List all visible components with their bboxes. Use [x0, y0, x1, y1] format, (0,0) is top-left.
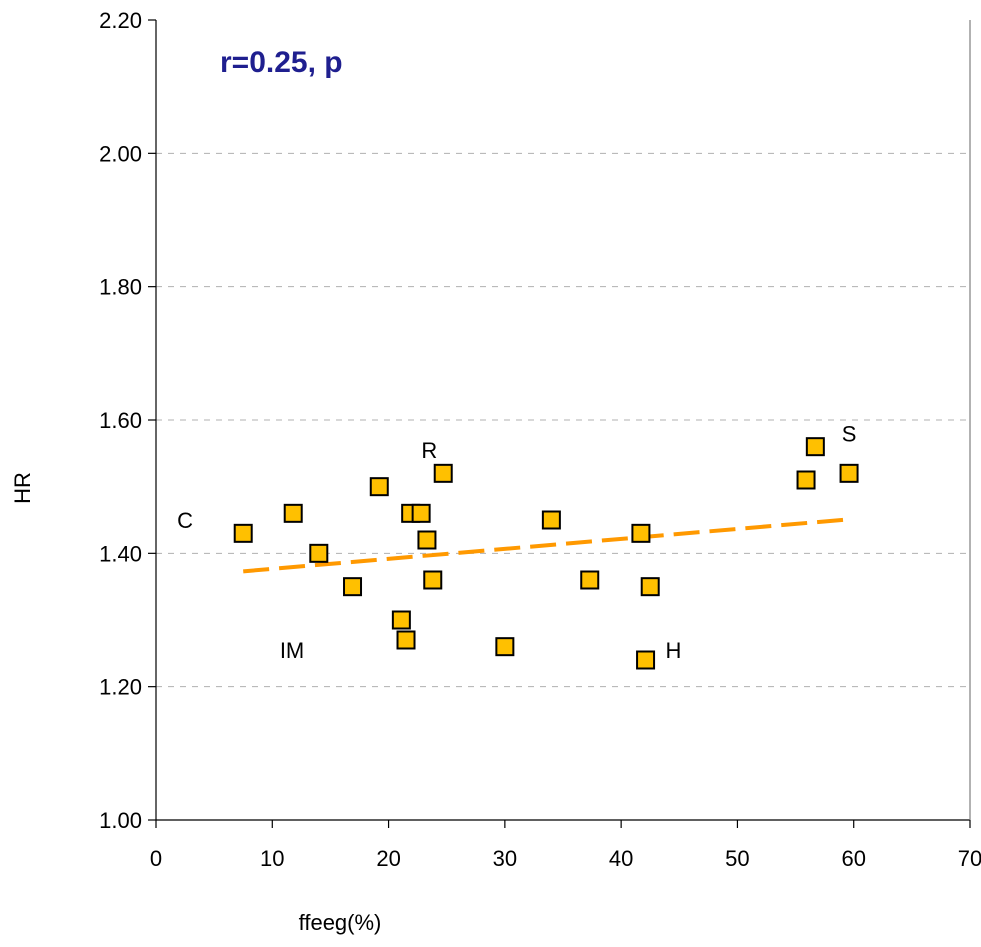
- data-point: [391, 610, 411, 630]
- trend-line: [243, 517, 850, 574]
- y-tick-labels: 1.00 1.20 1.40 1.60 1.80 2.00 2.20: [99, 8, 156, 833]
- data-point: [495, 637, 515, 657]
- x-axis-label: ffeeg(%): [299, 910, 382, 935]
- x-tick-label: 50: [725, 846, 749, 871]
- point-annotation: IM: [280, 638, 304, 663]
- point-annotation: S: [842, 421, 857, 446]
- data-point: [417, 530, 437, 550]
- data-point: [309, 543, 329, 563]
- y-axis-label: HR: [10, 472, 35, 504]
- x-tick-label: 10: [260, 846, 284, 871]
- y-tick-label: 1.60: [99, 408, 142, 433]
- data-point: [343, 577, 363, 597]
- trendline: [243, 517, 850, 574]
- y-tick-label: 2.20: [99, 8, 142, 33]
- data-point: [283, 503, 303, 523]
- point-annotation: C: [177, 508, 193, 533]
- x-tick-label: 70: [958, 846, 981, 871]
- stat-text: r=0.25, p: [220, 46, 343, 79]
- data-point: [636, 650, 656, 670]
- annotations: C IM R S H: [177, 421, 856, 663]
- data-point: [423, 570, 443, 590]
- data-point: [411, 503, 431, 523]
- x-tick-label: 40: [609, 846, 633, 871]
- x-tick-labels: 0 10 20 30 40 50 60 70: [150, 820, 981, 871]
- data-point: [805, 437, 825, 457]
- data-point: [640, 577, 660, 597]
- y-tick-label: 1.20: [99, 675, 142, 700]
- data-point: [396, 630, 416, 650]
- gridlines: [156, 152, 970, 688]
- x-tick-label: 30: [493, 846, 517, 871]
- x-tick-label: 20: [376, 846, 400, 871]
- data-point: [541, 510, 561, 530]
- y-tick-label: 2.00: [99, 141, 142, 166]
- data-point: [839, 463, 859, 483]
- x-tick-label: 0: [150, 846, 162, 871]
- data-point: [233, 523, 253, 543]
- data-point: [580, 570, 600, 590]
- data-point: [631, 523, 651, 543]
- point-annotation: H: [666, 638, 682, 663]
- x-tick-label: 60: [841, 846, 865, 871]
- point-annotation: R: [421, 438, 437, 463]
- data-point: [796, 470, 816, 490]
- data-points: [233, 437, 859, 670]
- data-point: [369, 477, 389, 497]
- data-point: [433, 463, 453, 483]
- y-tick-label: 1.00: [99, 808, 142, 833]
- y-tick-label: 1.40: [99, 541, 142, 566]
- y-tick-label: 1.80: [99, 275, 142, 300]
